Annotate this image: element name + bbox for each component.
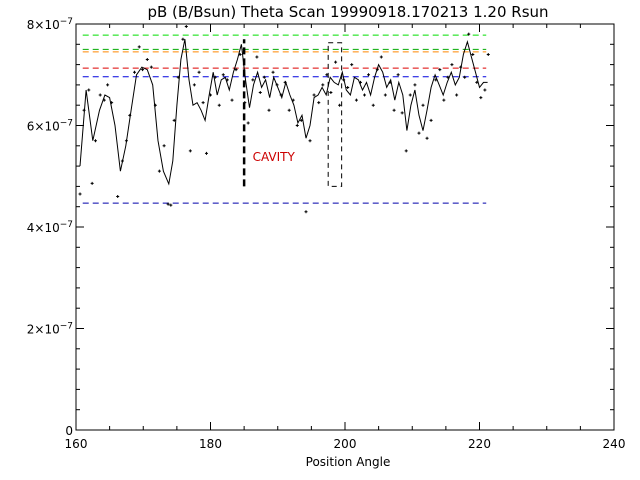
data-point (172, 118, 176, 122)
data-point (295, 124, 299, 127)
x-axis-label: Position Angle (306, 455, 391, 469)
data-point (149, 65, 153, 69)
data-point (354, 98, 358, 102)
data-point (262, 75, 266, 79)
data-point (217, 103, 221, 107)
data-point (258, 91, 262, 95)
data-point (287, 108, 291, 112)
data-point (116, 195, 120, 199)
x-tick-label: 220 (468, 437, 491, 451)
data-point (455, 93, 459, 97)
data-point (404, 149, 408, 153)
data-point (413, 83, 417, 87)
cavity-box (327, 42, 343, 187)
data-point (157, 169, 161, 173)
data-point (169, 203, 173, 207)
data-point (94, 139, 98, 143)
data-point (246, 121, 250, 125)
x-tick-label: 240 (603, 437, 626, 451)
data-point (221, 73, 225, 77)
data-point (486, 52, 490, 56)
data-point (299, 118, 303, 122)
data-point (90, 181, 94, 185)
x-tick-label: 200 (334, 437, 357, 451)
data-point (230, 98, 234, 102)
data-point (346, 85, 350, 89)
y-tick-label: 6×10−7 (27, 119, 73, 134)
data-point (379, 55, 383, 59)
data-point (271, 70, 275, 74)
data-point (325, 73, 329, 77)
data-point (350, 63, 354, 67)
data-point (421, 103, 425, 107)
axis-ticks (75, 23, 615, 431)
data-point (141, 68, 145, 72)
data-series (78, 25, 490, 214)
data-point (78, 192, 82, 196)
data-point (137, 45, 141, 49)
data-point (98, 93, 102, 97)
data-point (308, 139, 312, 143)
data-point (429, 118, 433, 122)
data-point (383, 93, 387, 97)
data-point (251, 78, 255, 82)
data-point (181, 37, 185, 41)
data-point (188, 149, 192, 153)
data-point (197, 70, 201, 74)
data-point (396, 73, 400, 77)
data-point (363, 93, 367, 97)
chart-title: pB (B/Bsun) Theta Scan 19990918.170213 1… (147, 3, 548, 21)
reference-lines (82, 34, 487, 204)
data-point (321, 83, 325, 87)
x-tick-label: 180 (199, 437, 222, 451)
y-tick-label: 0 (65, 424, 73, 438)
data-point (483, 88, 487, 92)
data-point (438, 68, 442, 72)
data-point (334, 60, 338, 64)
data-point (145, 58, 149, 62)
data-point (392, 108, 396, 112)
data-point (162, 144, 166, 148)
data-point (371, 103, 375, 107)
y-tick-label: 2×10−7 (27, 322, 73, 337)
cavity-annotation: CAVITY (253, 150, 296, 164)
cavity-markers (242, 39, 343, 187)
data-point (184, 25, 188, 29)
data-point (471, 52, 475, 56)
y-tick-label: 8×10−7 (27, 17, 73, 32)
data-point (450, 63, 454, 67)
data-point (204, 151, 208, 155)
tick-labels: 160 180 200 220 240 0 2×10−7 4×10−7 6×10−7 8×10−7 (27, 17, 626, 451)
data-point (317, 101, 321, 105)
data-point (329, 91, 333, 95)
data-point (133, 70, 137, 74)
data-point (243, 101, 247, 105)
data-point (425, 136, 429, 140)
data-point (267, 108, 271, 112)
y-tick-label: 4×10−7 (27, 220, 73, 235)
data-point (467, 32, 471, 36)
data-point (367, 73, 371, 77)
data-point (479, 96, 483, 100)
data-point (312, 93, 316, 97)
data-point (304, 210, 308, 214)
data-point (417, 131, 421, 135)
data-point (442, 98, 446, 102)
data-point (400, 111, 404, 115)
data-point (166, 202, 170, 206)
data-point (338, 103, 342, 107)
data-point (201, 101, 205, 105)
data-point (463, 75, 467, 79)
data-point (255, 55, 259, 59)
data-point (87, 88, 91, 92)
smooth-curve (79, 39, 488, 186)
x-tick-label: 160 (65, 437, 88, 451)
data-point (192, 83, 196, 87)
data-point (408, 93, 412, 97)
data-point (234, 68, 238, 72)
data-point (106, 83, 110, 87)
